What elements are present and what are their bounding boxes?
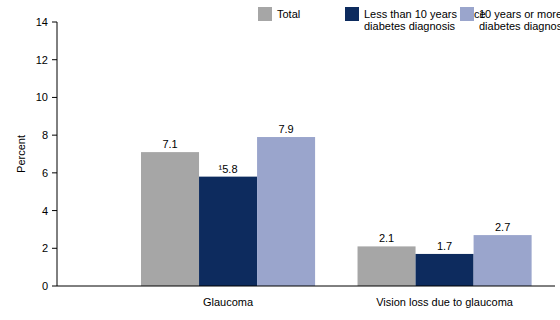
y-tick-label: 14 (36, 16, 48, 28)
y-tick-label: 0 (42, 280, 48, 292)
y-axis-line (57, 22, 58, 286)
y-tick (52, 59, 57, 60)
data-labels: 7.1 2.1 ¹5.8 1.7 7.9 2.7 (162, 123, 510, 252)
chart-svg: 7.1 2.1 ¹5.8 1.7 7.9 2.7 0 2 4 6 8 10 12 14 Percent Gla… (0, 0, 560, 320)
legend-label-line: Less than 10 years since (364, 8, 486, 20)
legend-label-line: 10 years or more since (479, 8, 560, 20)
x-axis-line (57, 286, 555, 287)
legend-label: 10 years or more sincediabetes diagnosis (479, 8, 560, 32)
y-axis-title: Percent (15, 135, 27, 173)
bar (358, 246, 416, 286)
legend-swatch (345, 7, 359, 21)
y-tick-label: 2 (42, 242, 48, 254)
bars (141, 137, 532, 286)
legend: Total Less than 10 years sincediabetes di… (258, 7, 560, 32)
y-tick-label: 4 (42, 205, 48, 217)
y-tick (52, 135, 57, 136)
legend-label-line: Total (277, 8, 300, 20)
legend-label-line: diabetes diagnosis (479, 20, 560, 32)
bar (141, 152, 199, 286)
legend-label-line: diabetes diagnosis (364, 20, 456, 32)
y-tick (52, 286, 57, 287)
legend-label: Less than 10 years sincediabetes diagnos… (364, 8, 486, 32)
x-tick-label: Glaucoma (203, 296, 254, 308)
y-tick-label: 8 (42, 129, 48, 141)
y-tick (52, 22, 57, 23)
bar (416, 254, 474, 286)
y-tick (52, 172, 57, 173)
y-tick (52, 97, 57, 98)
data-label: 1.7 (437, 240, 452, 252)
bar (199, 177, 257, 286)
legend-swatch (460, 7, 474, 21)
y-tick-label: 10 (36, 91, 48, 103)
data-label: 2.1 (379, 232, 394, 244)
y-tick (52, 210, 57, 211)
y-tick-label: 6 (42, 167, 48, 179)
data-label: 7.9 (278, 123, 293, 135)
legend-label: Total (277, 8, 300, 20)
data-label: 2.7 (495, 221, 510, 233)
bar (257, 137, 315, 286)
x-tick-label: Vision loss due to glaucoma (376, 296, 514, 308)
data-label: 7.1 (162, 138, 177, 150)
legend-swatch (258, 7, 272, 21)
bar (474, 235, 532, 286)
data-label: ¹5.8 (219, 163, 238, 175)
chart-container: 7.1 2.1 ¹5.8 1.7 7.9 2.7 0 2 4 6 8 10 12 14 Percent Gla… (0, 0, 560, 320)
y-tick-label: 12 (36, 54, 48, 66)
y-tick (52, 248, 57, 249)
